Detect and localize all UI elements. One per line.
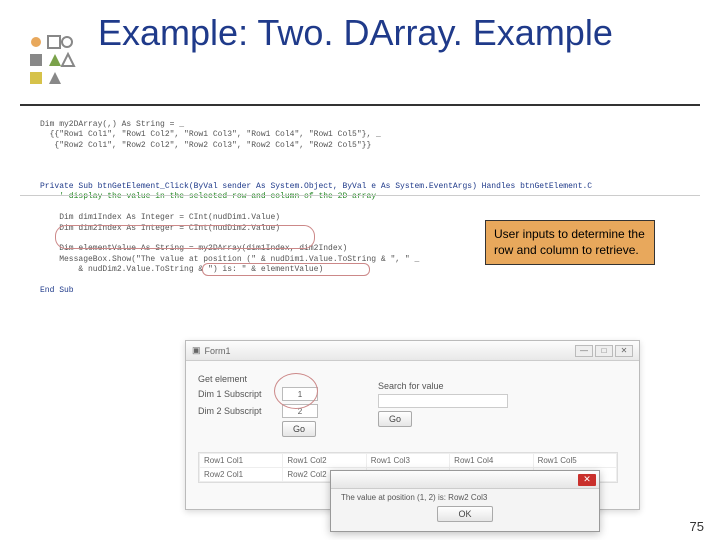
input-highlight-circle [274, 373, 318, 409]
form-titlebar: ▣ Form1 — □ ✕ [186, 341, 639, 361]
maximize-button[interactable]: □ [595, 345, 613, 357]
code-highlight-array [202, 263, 370, 276]
dim1-label: Dim 1 Subscript [198, 389, 276, 399]
search-label: Search for value [378, 381, 444, 391]
search-input[interactable] [378, 394, 508, 408]
page-number: 75 [690, 519, 704, 534]
messagebox-titlebar: ✕ [331, 471, 599, 489]
messagebox-text: The value at position (1, 2) is: Row2 Co… [331, 489, 599, 504]
slide-logo-icon [22, 32, 82, 92]
dim2-label: Dim 2 Subscript [198, 406, 276, 416]
form-title: Form1 [205, 346, 231, 356]
code-highlight-dim [55, 225, 315, 249]
minimize-button[interactable]: — [575, 345, 593, 357]
title-divider [20, 104, 700, 106]
slide-title: Example: Two. DArray. Example [98, 12, 613, 54]
code-divider [20, 195, 700, 196]
go-button[interactable]: Go [282, 421, 316, 437]
close-button[interactable]: ✕ [615, 345, 633, 357]
search-go-button[interactable]: Go [378, 411, 412, 427]
callout-box: User inputs to determine the row and col… [485, 220, 655, 265]
form-icon: ▣ [192, 345, 201, 356]
table-row: Row1 Col1Row1 Col2Row1 Col3Row1 Col4Row1… [200, 454, 617, 468]
messagebox-ok-button[interactable]: OK [437, 506, 492, 522]
messagebox-close-button[interactable]: ✕ [578, 474, 596, 486]
messagebox: ✕ The value at position (1, 2) is: Row2 … [330, 470, 600, 532]
